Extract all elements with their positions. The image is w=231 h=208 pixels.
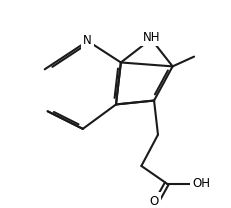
Text: O: O — [149, 195, 158, 208]
Text: NH: NH — [142, 31, 159, 44]
Text: N: N — [83, 35, 92, 47]
Text: OH: OH — [191, 177, 209, 190]
